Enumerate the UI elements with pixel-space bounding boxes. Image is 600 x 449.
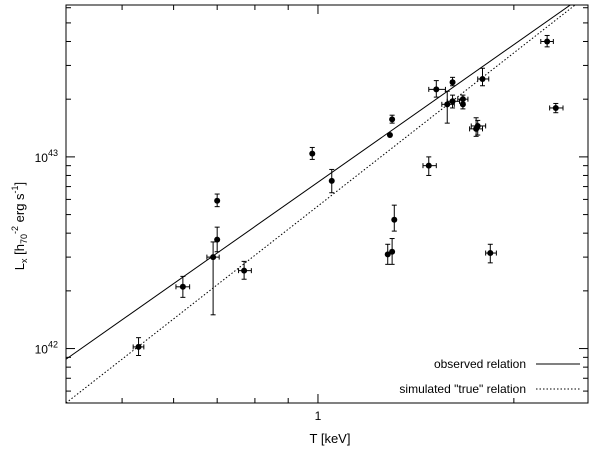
data-point (391, 204, 398, 232)
data-marker (459, 96, 466, 103)
data-marker (328, 177, 335, 184)
data-point (132, 337, 145, 357)
data-marker (544, 38, 551, 45)
data-marker (479, 75, 486, 82)
true-relation-line (66, 5, 576, 403)
data-point (540, 34, 554, 48)
y-tick-label: 1043 (35, 148, 58, 165)
tick-labels: 1 1042 1043 (35, 148, 322, 423)
data-point (328, 168, 335, 194)
data-point (469, 117, 484, 137)
fit-lines (66, 5, 576, 403)
data-marker (459, 101, 466, 108)
data-marker (391, 216, 398, 223)
x-axis-label: T [keV] (310, 431, 351, 446)
legend-label-observed: observed relation (434, 357, 526, 371)
data-point (214, 193, 221, 208)
data-points (132, 34, 564, 357)
data-marker (386, 132, 393, 139)
data-marker (384, 251, 391, 258)
data-point (206, 241, 220, 316)
data-marker (389, 116, 396, 123)
data-marker (214, 197, 221, 204)
data-marker (389, 248, 396, 255)
y-axis-label: Lx [h70-2 erg s-1] (10, 182, 29, 270)
data-marker (210, 254, 217, 261)
data-point (384, 243, 391, 265)
observed-relation-line (66, 5, 572, 360)
data-point (459, 99, 466, 110)
data-marker (473, 125, 480, 132)
data-marker (449, 79, 456, 86)
data-marker (444, 101, 451, 108)
data-point (485, 243, 497, 264)
data-point (449, 76, 456, 87)
data-point (386, 132, 393, 139)
plot-frame (65, 4, 589, 404)
data-marker (433, 86, 440, 93)
data-point (477, 67, 490, 87)
legend-label-true: simulated "true" relation (399, 382, 526, 396)
data-marker (552, 104, 559, 111)
data-marker (179, 283, 186, 290)
legend: observed relation simulated "true" relat… (399, 357, 580, 396)
data-point (214, 226, 221, 253)
data-marker (449, 98, 456, 105)
data-point (428, 80, 446, 98)
data-marker (241, 267, 248, 274)
data-point (389, 114, 396, 124)
data-point (175, 275, 191, 298)
data-point (422, 156, 437, 176)
data-point (238, 260, 252, 280)
data-point (549, 102, 564, 114)
data-marker (309, 150, 316, 157)
data-marker (425, 162, 432, 169)
x-tick-label: 1 (315, 409, 322, 423)
axis-ticks (66, 5, 588, 403)
data-marker (214, 236, 221, 243)
y-tick-label: 1042 (35, 340, 58, 357)
data-point (389, 238, 396, 265)
data-marker (135, 343, 142, 350)
data-point (309, 146, 316, 160)
data-marker (487, 250, 494, 257)
